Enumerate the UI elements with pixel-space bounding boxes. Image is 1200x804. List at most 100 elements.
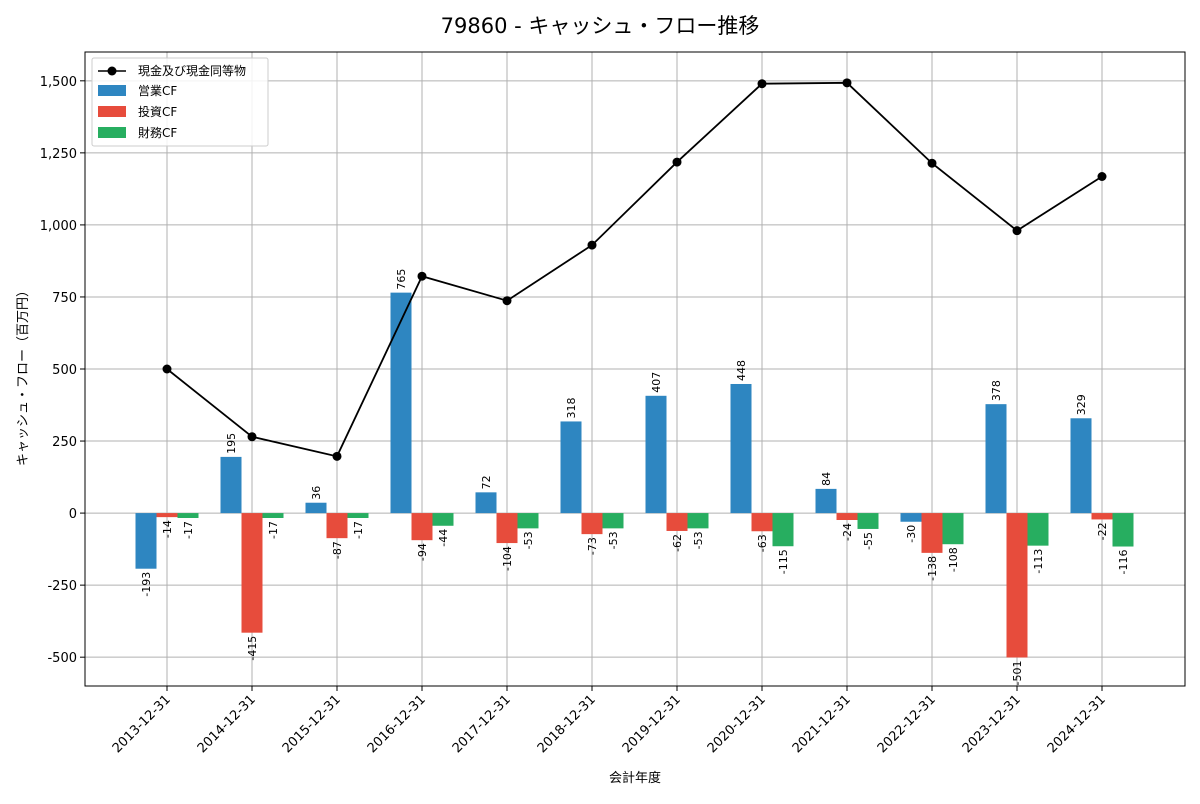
financing-cf-bar: [857, 513, 879, 529]
y-tick-label: -250: [47, 579, 77, 594]
investing-cf-bar: [1091, 513, 1113, 520]
operating-cf-value-label: -30: [905, 525, 918, 543]
financing-cf-bar: [602, 513, 624, 529]
operating-cf-value-label: 195: [225, 433, 238, 454]
investing-cf-value-label: -138: [926, 556, 939, 581]
operating-cf-value-label: 329: [1075, 394, 1088, 415]
financing-cf-value-label: -53: [522, 531, 535, 549]
x-tick-label: 2018-12-31: [535, 692, 599, 756]
investing-cf-bar: [241, 513, 263, 633]
x-tick-label: 2023-12-31: [960, 692, 1024, 756]
financing-cf-bar: [687, 513, 709, 529]
x-tick-label: 2017-12-31: [450, 692, 514, 756]
operating-cf-bar: [390, 292, 412, 514]
x-tick-label: 2013-12-31: [110, 692, 174, 756]
financing-cf-value-label: -53: [692, 531, 705, 549]
investing-cf-value-label: -63: [756, 534, 769, 552]
y-tick-label: 1,500: [40, 75, 77, 90]
y-tick-label: 1,250: [40, 147, 77, 162]
operating-cf-value-label: 448: [735, 360, 748, 381]
investing-cf-value-label: -73: [586, 537, 599, 555]
legend-label-operating: 営業CF: [138, 84, 177, 98]
x-tick-label: 2015-12-31: [280, 692, 344, 756]
cash-equivalents-point: [757, 79, 767, 89]
financing-cf-value-label: -44: [437, 529, 450, 547]
financing-cf-bar: [347, 513, 369, 518]
x-tick-label: 2016-12-31: [365, 692, 429, 756]
y-tick-label: 500: [52, 363, 77, 378]
operating-cf-bar: [815, 488, 837, 514]
cash-equivalents-point: [842, 78, 852, 88]
investing-cf-bar: [921, 513, 943, 553]
legend-swatch-investing: [98, 106, 126, 117]
operating-cf-bar: [985, 404, 1007, 514]
operating-cf-value-label: 378: [990, 380, 1003, 401]
financing-cf-value-label: -17: [182, 521, 195, 539]
operating-cf-bar: [730, 383, 752, 514]
investing-cf-bar: [411, 513, 433, 541]
cash-equivalents-point: [417, 271, 427, 281]
financing-cf-bar: [177, 513, 199, 518]
legend: 現金及び現金同等物 営業CF 投資CF 財務CF: [91, 57, 269, 147]
x-tick-label: 2019-12-31: [620, 692, 684, 756]
legend-label-investing: 投資CF: [138, 104, 177, 119]
operating-cf-value-label: 318: [565, 397, 578, 418]
y-tick-label: -500: [47, 651, 77, 666]
operating-cf-value-label: 72: [480, 475, 493, 489]
operating-cf-bar: [1070, 418, 1092, 514]
operating-cf-value-label: 765: [395, 269, 408, 290]
cash-equivalents-point: [247, 432, 257, 442]
financing-cf-value-label: -116: [1117, 550, 1130, 575]
investing-cf-bar: [666, 513, 688, 531]
legend-line-marker: [107, 66, 117, 76]
legend-label-financing: 財務CF: [138, 125, 177, 140]
grid-layer: [85, 52, 1185, 686]
legend-label-cash: 現金及び現金同等物: [138, 63, 246, 78]
x-axis-label: 会計年度: [609, 770, 661, 786]
y-tick-label: 0: [69, 507, 77, 522]
y-tick-label: 750: [52, 291, 77, 306]
operating-cf-bar: [305, 502, 327, 514]
financing-cf-bar: [517, 513, 539, 529]
investing-cf-value-label: -94: [416, 543, 429, 561]
operating-cf-value-label: -193: [140, 572, 153, 597]
investing-cf-value-label: -104: [501, 546, 514, 571]
operating-cf-bar: [475, 492, 497, 514]
chart-title: 79860 - キャッシュ・フロー推移: [441, 14, 760, 38]
investing-cf-value-label: -501: [1011, 660, 1024, 685]
financing-cf-value-label: -17: [352, 521, 365, 539]
financing-cf-value-label: -108: [947, 547, 960, 572]
investing-cf-bar: [326, 513, 348, 539]
cash-equivalents-point: [502, 296, 512, 306]
cash-equivalents-line: [166, 81, 1103, 458]
bar-label-layer: -193 195 36 765 72 318 407 448 84 -30 378 329 -14 -41…: [140, 269, 1130, 686]
financing-cf-bar: [262, 513, 284, 518]
operating-cf-value-label: 407: [650, 372, 663, 393]
investing-cf-bar: [581, 513, 603, 535]
operating-cf-bar: [900, 513, 922, 522]
operating-cf-bar: [220, 456, 242, 514]
financing-cf-bar: [1112, 513, 1134, 547]
investing-cf-value-label: -24: [841, 523, 854, 541]
operating-cf-bar: [560, 421, 582, 514]
x-tick-label: 2021-12-31: [790, 692, 854, 756]
legend-box: [91, 57, 269, 147]
operating-cf-value-label: 84: [820, 472, 833, 486]
financing-cf-bar: [432, 513, 454, 526]
operating-cf-value-label: 36: [310, 486, 323, 500]
cash-equivalents-point: [1012, 226, 1022, 236]
cash-equivalents-point: [672, 157, 682, 167]
cash-equivalents-point: [162, 364, 172, 374]
cash-equivalents-point: [587, 240, 597, 250]
investing-cf-bar: [156, 513, 178, 518]
x-tick-label: 2024-12-31: [1045, 692, 1109, 756]
financing-cf-value-label: -113: [1032, 549, 1045, 574]
x-tick-label: 2022-12-31: [875, 692, 939, 756]
bar-layer: [135, 292, 1134, 658]
investing-cf-value-label: -415: [246, 636, 259, 661]
y-axis-label: キャッシュ・フロー（百万円）: [16, 284, 31, 466]
cash-line-layer: [162, 78, 1107, 461]
financing-cf-bar: [942, 513, 964, 545]
